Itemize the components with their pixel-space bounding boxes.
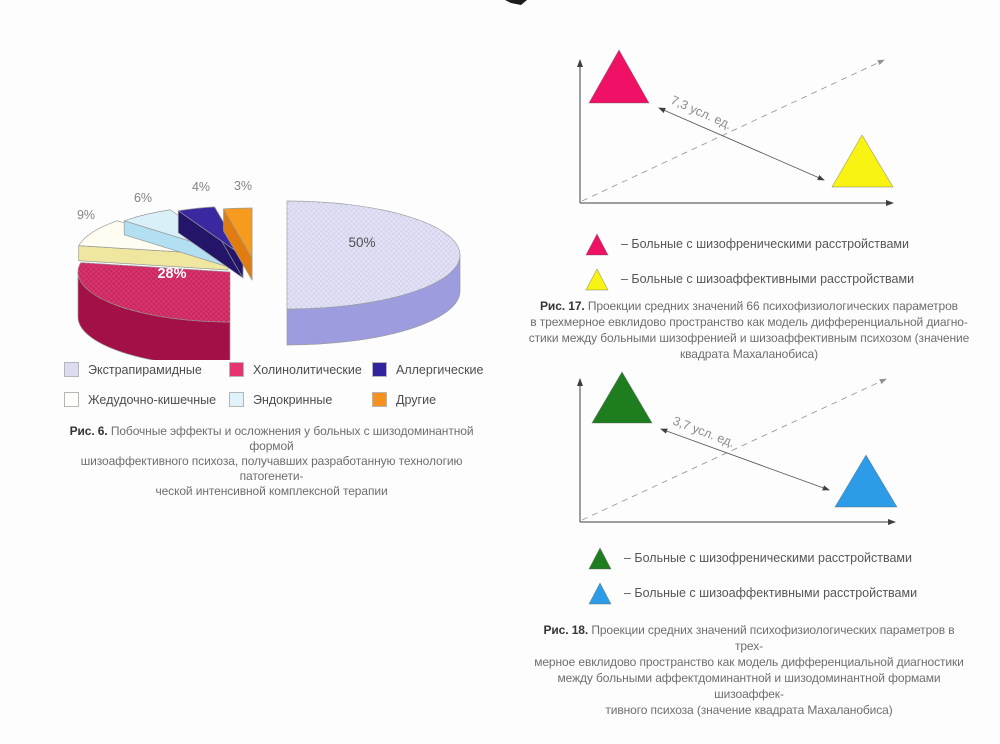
pie-value-label: 50% <box>348 235 375 250</box>
legend-swatch <box>229 392 244 407</box>
distance-diagram-fig18: 3,7 усл. ед. <box>577 371 898 525</box>
pie-value-label: 4% <box>192 180 210 194</box>
legend-swatch <box>64 392 79 407</box>
triangle-marker-schizoaffective <box>834 454 898 508</box>
pie-slice-4pct: 4% <box>177 180 244 279</box>
figure6-number: Рис. 6. <box>69 424 108 438</box>
triangle-marker-schizophrenic <box>591 371 653 424</box>
pie-value-label: 28% <box>157 266 186 282</box>
legend-swatch <box>229 362 244 377</box>
triangle-swatch <box>585 232 609 255</box>
legend-label: – Больные с шизоаффективными расстройств… <box>624 586 918 600</box>
legend-item: – Больные с шизоаффективными расстройств… <box>587 580 917 606</box>
triangle-swatch <box>585 267 609 290</box>
legend-label: – Больные с шизофреническими расстройств… <box>624 551 913 565</box>
legend-item: – Больные с шизоаффективными расстройств… <box>584 266 914 292</box>
figure17-legend: – Больные с шизофреническими расстройств… <box>584 231 914 292</box>
legend-label: Жедудочно-кишечные <box>88 392 217 407</box>
legend-item: Эндокринные <box>229 392 372 407</box>
triangle-marker-schizoaffective <box>831 134 894 188</box>
legend-item: Экстрапирамидные <box>64 362 229 377</box>
legend-swatch <box>372 362 387 377</box>
legend-item: – Больные с шизофреническими расстройств… <box>587 545 917 571</box>
figure18-legend: – Больные с шизофреническими расстройств… <box>587 545 917 606</box>
legend-label: Другие <box>396 392 437 407</box>
distance-arrow <box>660 428 830 491</box>
triangle-marker-schizophrenic <box>588 49 650 104</box>
legend-label: Аллергические <box>396 362 484 377</box>
legend-label: – Больные с шизоаффективными расстройств… <box>621 272 915 286</box>
legend-swatch <box>64 362 79 377</box>
pie-slice-28pct: 28% <box>77 262 231 360</box>
legend-item: – Больные с шизофреническими расстройств… <box>584 231 914 257</box>
legend-label: Холинолитические <box>253 362 362 377</box>
legend-item: Холинолитические <box>229 362 372 377</box>
legend-label: Эндокринные <box>253 392 333 407</box>
pie-value-label: 3% <box>234 179 252 193</box>
figure17-number: Рис. 17. <box>540 299 585 313</box>
pie-slice-50pct: 50% <box>286 200 461 346</box>
legend-item: Другие <box>372 392 494 407</box>
scan-artifact <box>505 0 527 5</box>
distance-diagram-fig17: 7,3 усл. ед. <box>577 49 894 206</box>
triangle-swatch <box>588 581 612 604</box>
legend-label: – Больные с шизофреническими расстройств… <box>621 237 910 251</box>
legend-item: Аллергические <box>372 362 494 377</box>
triangle-swatch <box>588 546 612 569</box>
figure18-caption: Рис. 18. Проекции средних значений психо… <box>534 623 964 717</box>
pie-legend: Экстрапирамидные Холинолитические Аллерг… <box>64 362 494 407</box>
pie-chart-fig6: 9% 6% 4% 3% 28% 50% <box>77 179 461 360</box>
legend-item: Жедудочно-кишечные <box>64 392 229 407</box>
pie-value-label: 6% <box>134 191 152 205</box>
pie-value-label: 9% <box>77 208 95 222</box>
figure18-number: Рис. 18. <box>543 623 589 637</box>
legend-label: Экстрапирамидные <box>88 362 202 377</box>
distance-arrow <box>658 107 825 181</box>
pie-slice-3pct: 3% <box>223 179 253 281</box>
figure6-caption: Рис. 6. Побочные эффекты и осложнения у … <box>69 424 474 498</box>
legend-swatch <box>372 392 387 407</box>
figure17-caption: Рис. 17. Проекции средних значений 66 пс… <box>528 299 970 361</box>
